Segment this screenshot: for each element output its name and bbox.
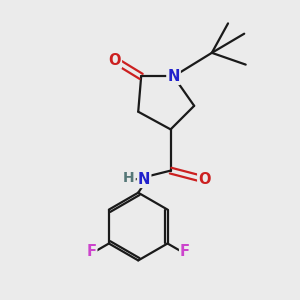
Text: F: F — [86, 244, 96, 259]
Text: O: O — [108, 53, 121, 68]
Text: H: H — [123, 171, 135, 185]
Text: N: N — [138, 172, 150, 187]
Text: F: F — [180, 244, 190, 259]
Text: O: O — [198, 172, 211, 187]
Text: N: N — [167, 69, 180, 84]
